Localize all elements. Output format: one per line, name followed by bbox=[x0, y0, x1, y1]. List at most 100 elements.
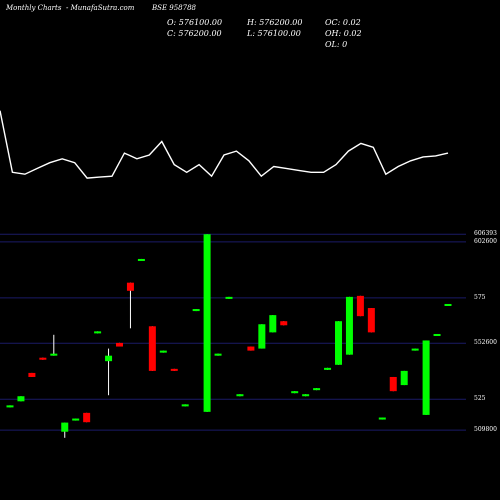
price-tick-label: 552600 bbox=[474, 339, 497, 347]
candle bbox=[17, 396, 25, 402]
candle-body bbox=[444, 303, 452, 306]
candle bbox=[367, 308, 375, 333]
candle-body bbox=[411, 348, 419, 351]
candle-body bbox=[378, 417, 386, 420]
candle bbox=[335, 321, 342, 365]
candle bbox=[345, 296, 353, 355]
candle-body bbox=[345, 296, 353, 355]
candle bbox=[422, 340, 430, 415]
candle bbox=[6, 405, 14, 408]
candle-body bbox=[302, 394, 310, 397]
candle bbox=[411, 348, 419, 351]
candle-body bbox=[94, 331, 102, 334]
candle bbox=[324, 367, 332, 370]
candle bbox=[433, 333, 441, 337]
price-tick-label: 602600 bbox=[474, 237, 497, 245]
candle-body bbox=[324, 367, 332, 370]
site-label: - MunafaSutra.com bbox=[66, 4, 135, 12]
high-value: H: 576200.00 bbox=[247, 18, 303, 27]
candle bbox=[181, 404, 189, 407]
candle-body bbox=[181, 404, 189, 407]
candle bbox=[28, 372, 36, 377]
candle-body bbox=[17, 396, 25, 402]
candle bbox=[313, 388, 321, 391]
candle-body bbox=[126, 282, 134, 291]
candle bbox=[302, 394, 310, 397]
symbol-label: BSE 958788 bbox=[152, 4, 196, 12]
candle bbox=[126, 282, 134, 329]
candle bbox=[356, 295, 364, 317]
candle bbox=[170, 368, 178, 371]
price-tick-label: 509800 bbox=[474, 426, 497, 434]
candle-body bbox=[148, 326, 156, 371]
ol-value: OL: 0 bbox=[325, 40, 348, 49]
candle-body bbox=[192, 309, 200, 312]
low-value: L: 576100.00 bbox=[247, 29, 301, 38]
candle bbox=[159, 350, 167, 353]
candle-body bbox=[6, 405, 14, 408]
oh-value: OH: 0.02 bbox=[325, 29, 362, 38]
candle bbox=[389, 376, 397, 392]
candle bbox=[291, 391, 299, 394]
indicator-line bbox=[0, 110, 449, 179]
candle bbox=[378, 417, 386, 420]
candle-body bbox=[203, 234, 211, 412]
candle bbox=[83, 412, 91, 423]
candle-body bbox=[214, 353, 222, 356]
price-tick-label: 575 bbox=[474, 293, 486, 301]
candle bbox=[214, 353, 222, 356]
candle-body bbox=[400, 370, 408, 386]
indicator-panel bbox=[0, 110, 449, 179]
candle bbox=[72, 418, 80, 421]
candle bbox=[148, 326, 156, 371]
candle-body bbox=[137, 258, 145, 261]
candle-body bbox=[313, 388, 321, 391]
price-grid bbox=[0, 233, 466, 431]
candle-body bbox=[258, 324, 266, 349]
candle-body bbox=[159, 350, 167, 353]
candle bbox=[247, 346, 255, 351]
candle bbox=[444, 303, 452, 306]
candle bbox=[236, 394, 244, 397]
candle bbox=[105, 348, 113, 396]
candle bbox=[39, 357, 47, 360]
candle bbox=[203, 234, 211, 412]
candle-body bbox=[389, 376, 397, 392]
candle-body bbox=[170, 368, 178, 371]
candle-body bbox=[247, 346, 255, 351]
candle-body bbox=[72, 418, 80, 421]
candle bbox=[280, 321, 288, 326]
candle-body bbox=[367, 308, 375, 333]
open-value: O: 576100.00 bbox=[167, 18, 223, 27]
candle-body bbox=[105, 355, 113, 362]
candle bbox=[400, 370, 408, 386]
candle bbox=[269, 315, 277, 333]
candle-body bbox=[433, 333, 441, 337]
candle-body bbox=[236, 394, 244, 397]
candle bbox=[116, 342, 123, 347]
candle-body bbox=[291, 391, 299, 394]
candle-body bbox=[335, 321, 342, 365]
candle-body bbox=[83, 412, 91, 423]
candle-body bbox=[356, 295, 364, 317]
candle-series bbox=[6, 234, 452, 438]
candle bbox=[61, 422, 69, 438]
candle bbox=[137, 258, 145, 261]
close-value: C: 576200.00 bbox=[167, 29, 222, 38]
price-tick-label: 525 bbox=[474, 395, 486, 403]
price-tick-label: 606393 bbox=[474, 230, 497, 238]
candle-body bbox=[269, 315, 277, 333]
candle-body bbox=[50, 353, 58, 356]
candle bbox=[258, 324, 266, 349]
candle-body bbox=[39, 357, 47, 360]
candle-body bbox=[225, 296, 233, 299]
candle-body bbox=[61, 422, 69, 432]
candle-body bbox=[116, 342, 123, 347]
oc-value: OC: 0.02 bbox=[325, 18, 361, 27]
candle bbox=[225, 296, 233, 299]
candle bbox=[94, 331, 102, 334]
candle-body bbox=[280, 321, 288, 326]
candle-body bbox=[28, 372, 36, 377]
candle bbox=[50, 334, 58, 356]
